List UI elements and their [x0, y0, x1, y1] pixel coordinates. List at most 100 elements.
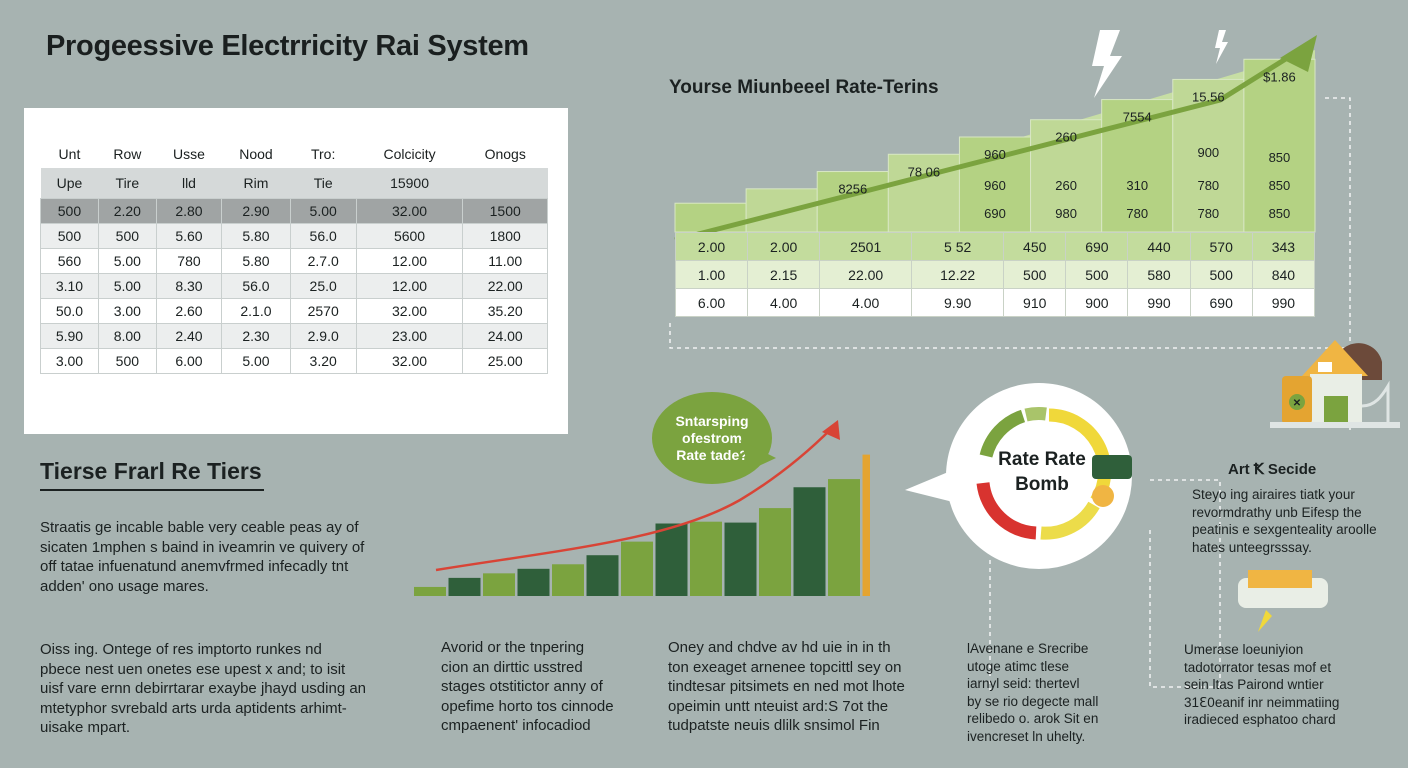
bubble-line: Rate tade?	[676, 446, 748, 463]
table-cell: 32.00	[355, 348, 464, 374]
table-row: 560 5.00 780 5.80 2.7.0 12.00 11.00	[40, 248, 548, 274]
table-cell: 11.00	[462, 248, 548, 274]
connector-line	[1149, 530, 1220, 688]
trend-arrow-head	[1280, 35, 1317, 72]
step-cell-label: 980	[1055, 206, 1077, 221]
text-line: sein ltas Pairond wntier	[1184, 677, 1324, 692]
text-line: tudpatste neuis dlilk snsimol Fin	[668, 717, 880, 734]
table-row: 5.90 8.00 2.40 2.30 2.9.0 23.00 24.00	[40, 323, 548, 349]
bar	[690, 521, 722, 596]
bar	[621, 541, 653, 596]
text-line: Steyo ing airaires tiatk your	[1192, 487, 1355, 502]
table-cell: 32.00	[355, 298, 464, 324]
table-cell: 2.90	[221, 198, 291, 224]
side-paragraph: Steyo ing airaires tiatk your revormdrat…	[1192, 486, 1392, 556]
bottom-paragraph-4: Umerase loeuniyion tadotorrator tesas mo…	[1184, 641, 1384, 729]
table-header-row: Unt Row Usse Nood Tro: Colcicity Onogs	[41, 140, 548, 168]
table-subheader-row: Upe Tire lld Rim Tie 15900	[40, 168, 548, 199]
bar	[552, 564, 584, 596]
table-cell: 910	[1003, 288, 1067, 317]
lightning-icon-small	[1215, 30, 1228, 64]
table-cell: 900	[1065, 288, 1129, 317]
text-line: utoge atimc tlese	[967, 658, 1070, 674]
bottom-paragraph-2: Oney and chdve av hd uie in in th ton ex…	[668, 638, 928, 736]
col-header: Colcicity	[383, 146, 436, 162]
text-line: off tatae infuenatund anemvfrmed infecad…	[40, 558, 349, 575]
table-cell: 6.00	[674, 288, 749, 317]
text-line: cmpaenent' infocadiod	[441, 717, 591, 734]
text-line: ivencreset ln uhelty.	[967, 728, 1086, 744]
table-cell: 2.60	[155, 298, 223, 324]
text-line: cion an dirttic usstred	[441, 658, 583, 676]
plug-icon	[1238, 570, 1328, 632]
text-line: iarnyl seid: thertevl	[967, 676, 1080, 691]
text-line: by se rio degecte mall	[967, 693, 1099, 709]
table-cell: 6.00	[155, 348, 223, 374]
step-value-label: 260	[1055, 130, 1077, 145]
text-line: Oiss ing. Ontege of res imptorto runkes …	[40, 641, 322, 658]
text-line: revormdrathy unb Eifesp the	[1192, 504, 1362, 520]
table-cell: 12.22	[911, 260, 1005, 289]
table-cell: 2.80	[155, 198, 223, 224]
table-cell: 5.00	[97, 248, 157, 274]
step-cell-label: 260	[1055, 178, 1077, 193]
table-cell: 840	[1251, 260, 1316, 289]
rate-gauge	[976, 407, 1132, 540]
gauge-segment-paleyellow	[1040, 501, 1100, 540]
stair-step	[887, 153, 960, 233]
bubble-line: Sntarsping	[675, 412, 749, 429]
table-cell: 440	[1127, 232, 1191, 261]
table-cell: 24.00	[462, 323, 548, 349]
table-row: 6.00 4.00 4.00 9.90 910 900 990 690 990	[674, 288, 1316, 317]
step-value-label: 78 06	[908, 164, 941, 179]
table-cell: 500	[1003, 260, 1067, 289]
table-cell: 500	[1189, 260, 1253, 289]
table-cell: 2.15	[747, 260, 821, 289]
text-line: Straatis ge incable bable very ceable pe…	[40, 519, 359, 536]
table-cell: 500	[1065, 260, 1129, 289]
table-cell: 5.60	[155, 223, 223, 249]
step-cell-label: 850	[1269, 150, 1291, 165]
table-cell: 50.0	[40, 298, 99, 324]
step-cell-label: 310	[1126, 178, 1148, 193]
table-cell: 5.00	[289, 198, 357, 224]
table-row: 2.00 2.00 2501 5 52 450 690 440 570 343	[674, 232, 1316, 261]
step-labels: 8256 78 06 960 960 690 260 260 980 7554 310 780 15.…	[838, 69, 1295, 221]
tiers-section-title: Tierse Frarl Re Tiers	[40, 458, 264, 491]
growth-arrow	[435, 427, 833, 572]
table-cell: 690	[1065, 232, 1129, 261]
table-cell: 25.00	[462, 348, 548, 374]
table-cell: 22.00	[819, 260, 913, 289]
table-cell: 500	[40, 223, 99, 249]
table-cell: 2.00	[674, 232, 749, 261]
table-cell: 2570	[289, 298, 357, 324]
table-row: 3.00 500 6.00 5.00 3.20 32.00 25.00	[40, 348, 548, 374]
table-cell: Rim	[221, 168, 291, 199]
step-value-label: 15.56	[1192, 89, 1225, 104]
table-cell: 560	[40, 248, 99, 274]
col-header: Row	[113, 146, 142, 162]
table-cell: 2.40	[155, 323, 223, 349]
table-cell: 1.00	[674, 260, 749, 289]
table-cell: 12.00	[355, 273, 464, 299]
table-cell: 500	[97, 348, 157, 374]
table-row: 500 500 5.60 5.80 56.0 5600 1800	[40, 223, 548, 249]
gauge-label: Rate Rate Bomb	[984, 447, 1100, 497]
table-row: 50.0 3.00 2.60 2.1.0 2570 32.00 35.20	[40, 298, 548, 324]
bar	[414, 586, 446, 596]
table-cell: 990	[1127, 288, 1191, 317]
table-cell: lld	[156, 168, 222, 199]
text-line: ton exeaget arnenee topcittl sey on	[668, 658, 902, 676]
table-cell: 3.10	[40, 273, 99, 299]
text-line: uisf vare ernn debirrtarar exaybe jhayd …	[40, 680, 367, 697]
table-cell: 5.80	[221, 223, 291, 249]
text-line: iradieced esphatoo chard	[1184, 712, 1336, 727]
table-cell: 22.00	[462, 273, 548, 299]
tiers-paragraph-2: Oiss ing. Ontege of res imptorto runkes …	[40, 640, 395, 738]
table-cell: Tie	[290, 168, 357, 199]
table-row: 500 2.20 2.80 2.90 5.00 32.00 1500	[40, 198, 548, 224]
bar	[759, 508, 791, 596]
table-cell: 5.00	[97, 273, 157, 299]
table-cell: 5600	[355, 223, 464, 249]
step-value-label: $1.86	[1263, 69, 1296, 84]
